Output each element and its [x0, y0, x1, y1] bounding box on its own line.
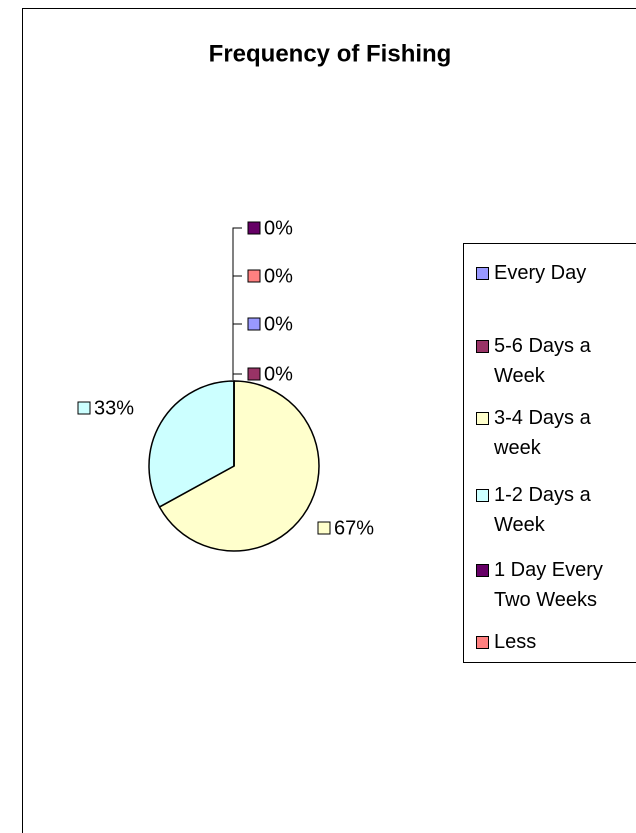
- legend-swatch: [476, 564, 489, 577]
- data-label: 0%: [264, 363, 293, 385]
- data-label: 67%: [334, 517, 374, 539]
- legend-label: Every Day: [494, 262, 587, 284]
- label-swatch: [247, 221, 261, 235]
- pie-slice: [158, 380, 320, 552]
- label-swatch: [247, 317, 261, 331]
- legend-swatch: [476, 412, 489, 425]
- legend-swatch: [476, 636, 489, 649]
- leader-line: [232, 227, 242, 380]
- data-label: 33%: [94, 397, 134, 419]
- legend-swatch: [476, 340, 489, 353]
- legend-label: 5-6 Days a Week: [494, 335, 591, 387]
- legend-label: 1 Day Every Two Weeks: [494, 559, 603, 611]
- label-swatch: [247, 367, 261, 381]
- chart-title: Frequency of Fishing: [209, 40, 452, 67]
- legend-label: 3-4 Days a week: [494, 407, 591, 459]
- legend-item: Less: [476, 627, 631, 657]
- label-swatch: [317, 521, 331, 535]
- legend: Every Day 5-6 Days a Week 3-4 Days a week 1…: [463, 243, 636, 663]
- data-label: 0%: [264, 265, 293, 287]
- legend-swatch: [476, 267, 489, 280]
- legend-item: 5-6 Days a Week: [476, 331, 631, 391]
- pie: [148, 380, 320, 552]
- legend-item: 3-4 Days a week: [476, 403, 631, 463]
- chart-frame: [22, 8, 636, 833]
- label-swatch: [247, 269, 261, 283]
- legend-label: Less: [494, 631, 537, 653]
- legend-item: 1-2 Days a Week: [476, 480, 631, 540]
- label-swatch: [77, 401, 91, 415]
- data-label: 0%: [264, 313, 293, 335]
- data-label: 0%: [264, 217, 293, 239]
- pie-slice: [148, 380, 235, 508]
- legend-label: 1-2 Days a Week: [494, 484, 591, 536]
- legend-swatch: [476, 489, 489, 502]
- legend-item: 1 Day Every Two Weeks: [476, 555, 631, 615]
- legend-item: Every Day: [476, 258, 631, 288]
